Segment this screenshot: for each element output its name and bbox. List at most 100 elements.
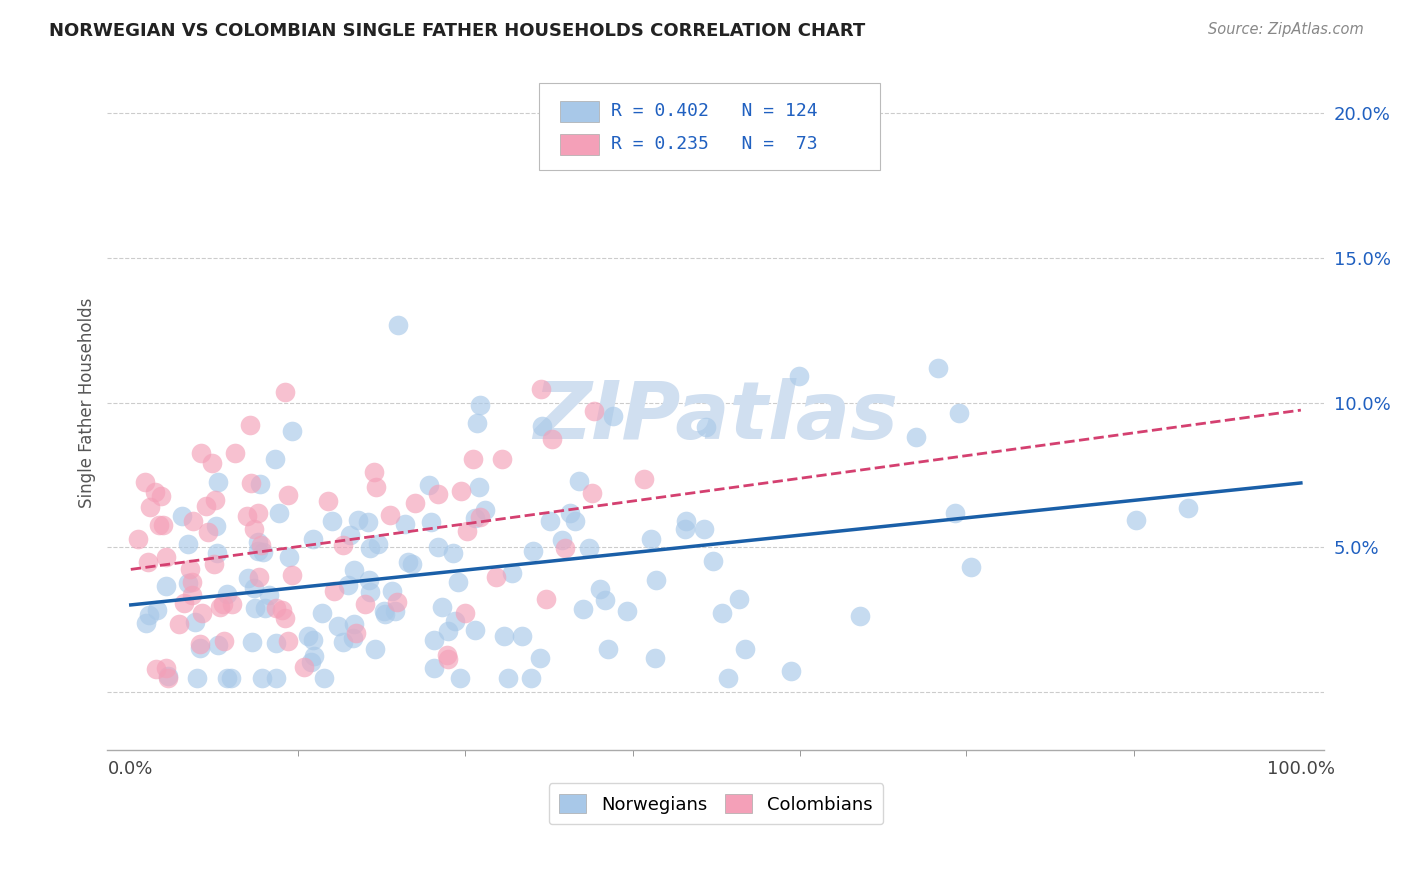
Point: [444, 614, 467, 628]
Point: [181, 589, 204, 603]
Point: [143, 484, 166, 499]
Point: [155, 550, 177, 565]
Point: [463, 451, 485, 466]
Point: [179, 562, 201, 576]
Text: R = 0.402   N = 124: R = 0.402 N = 124: [612, 103, 818, 120]
Point: [239, 417, 262, 432]
Point: [456, 524, 478, 538]
Point: [235, 508, 257, 523]
Point: [366, 480, 388, 494]
Point: [271, 602, 294, 616]
Point: [717, 671, 740, 685]
Point: [195, 499, 218, 513]
Point: [236, 571, 259, 585]
Point: [138, 555, 160, 569]
Point: [568, 474, 591, 488]
Point: [204, 492, 226, 507]
Point: [384, 605, 406, 619]
Point: [314, 671, 336, 685]
Point: [215, 587, 238, 601]
Point: [311, 606, 333, 620]
Point: [468, 510, 491, 524]
Point: [259, 589, 281, 603]
Point: [734, 642, 756, 657]
Point: [359, 541, 381, 555]
Point: [249, 476, 271, 491]
Point: [581, 486, 603, 500]
Point: [264, 635, 287, 649]
Point: [247, 570, 270, 584]
Point: [212, 597, 235, 611]
Point: [173, 596, 195, 610]
Point: [695, 420, 717, 434]
Point: [404, 495, 426, 509]
Point: [221, 671, 243, 685]
Point: [224, 446, 246, 460]
Point: [454, 606, 477, 620]
Point: [849, 608, 872, 623]
Point: [1177, 501, 1199, 516]
Point: [177, 537, 200, 551]
Point: [138, 607, 160, 622]
Point: [145, 662, 167, 676]
Point: [148, 518, 170, 533]
Point: [449, 671, 471, 685]
Point: [264, 671, 287, 685]
Point: [354, 597, 377, 611]
Point: [510, 629, 533, 643]
Point: [426, 487, 449, 501]
FancyBboxPatch shape: [560, 101, 599, 122]
Point: [281, 568, 304, 582]
Point: [419, 515, 441, 529]
Point: [243, 581, 266, 595]
Point: [373, 604, 395, 618]
Point: [274, 610, 297, 624]
Point: [252, 671, 274, 685]
Point: [207, 547, 229, 561]
Point: [702, 554, 724, 568]
Point: [249, 538, 271, 552]
Point: [394, 516, 416, 531]
Point: [188, 637, 211, 651]
Point: [209, 600, 232, 615]
Point: [135, 616, 157, 631]
Point: [1125, 513, 1147, 527]
Point: [292, 659, 315, 673]
Point: [212, 634, 235, 648]
Point: [263, 452, 285, 467]
Point: [326, 619, 349, 633]
Point: [242, 522, 264, 536]
Point: [277, 633, 299, 648]
Point: [357, 573, 380, 587]
Point: [339, 527, 361, 541]
Text: R = 0.235   N =  73: R = 0.235 N = 73: [612, 135, 818, 153]
Point: [332, 635, 354, 649]
Point: [342, 617, 364, 632]
Point: [468, 398, 491, 412]
Point: [498, 671, 520, 685]
Point: [323, 583, 346, 598]
Point: [347, 512, 370, 526]
Point: [217, 671, 239, 685]
Point: [172, 509, 194, 524]
Point: [205, 519, 228, 533]
Point: [396, 555, 419, 569]
Point: [423, 633, 446, 648]
Point: [387, 318, 409, 333]
Point: [299, 655, 322, 669]
Point: [202, 557, 225, 571]
Point: [316, 494, 339, 508]
Point: [332, 538, 354, 552]
Text: Source: ZipAtlas.com: Source: ZipAtlas.com: [1208, 22, 1364, 37]
Point: [673, 522, 696, 536]
Point: [959, 560, 981, 574]
Point: [492, 628, 515, 642]
Point: [127, 532, 149, 546]
Point: [948, 406, 970, 420]
Point: [252, 545, 274, 559]
Point: [558, 506, 581, 520]
Point: [564, 514, 586, 528]
Point: [297, 629, 319, 643]
Point: [188, 641, 211, 656]
Point: [374, 607, 396, 622]
